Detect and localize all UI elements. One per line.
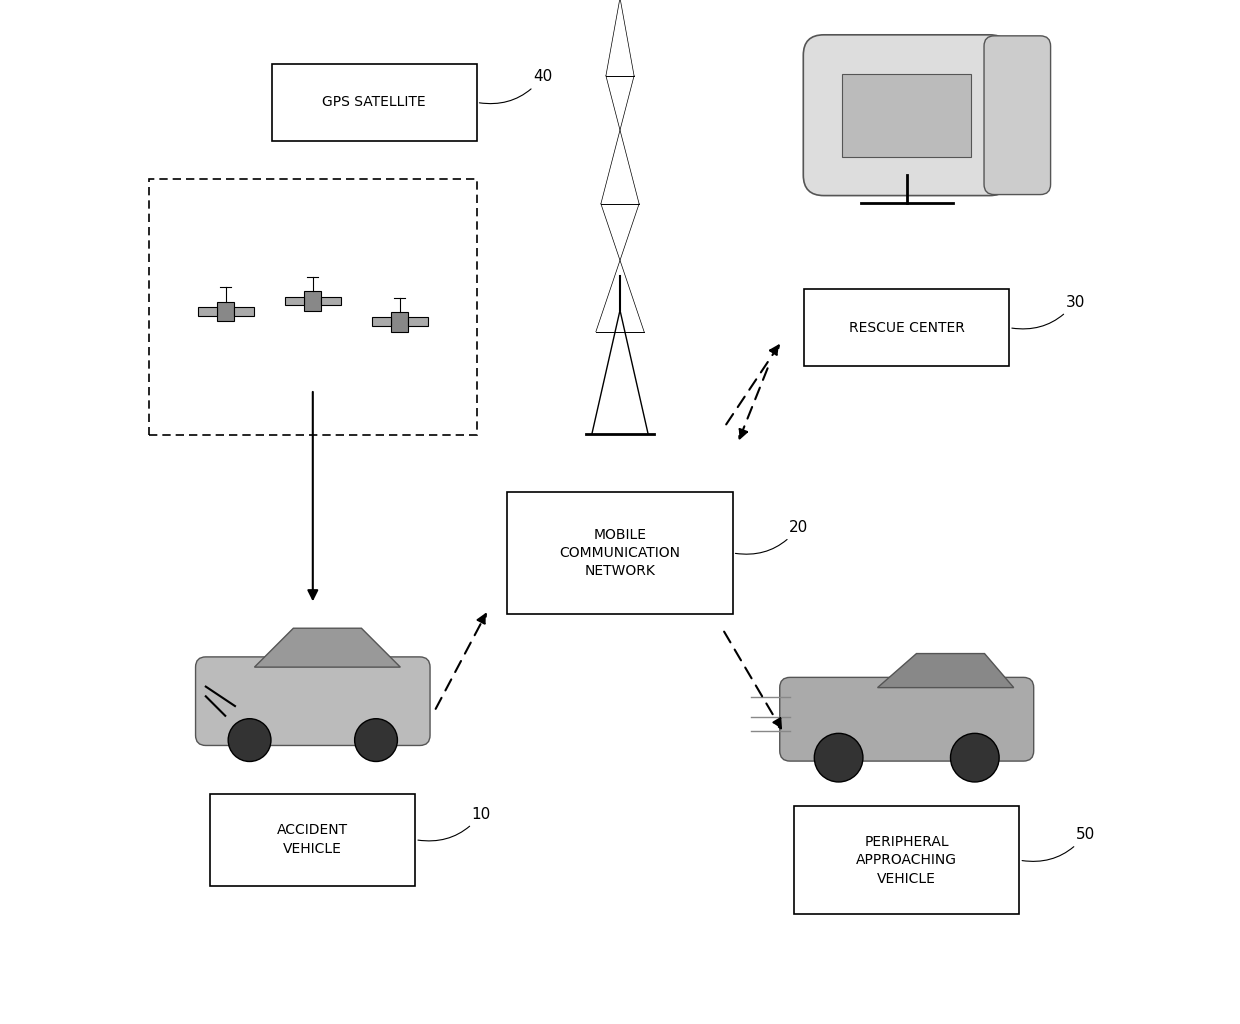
Text: ACCIDENT
VEHICLE: ACCIDENT VEHICLE	[278, 823, 348, 856]
Polygon shape	[254, 628, 401, 668]
FancyBboxPatch shape	[196, 657, 430, 745]
Circle shape	[815, 733, 863, 782]
FancyBboxPatch shape	[272, 63, 476, 140]
Polygon shape	[197, 307, 217, 315]
Circle shape	[228, 719, 272, 762]
FancyBboxPatch shape	[985, 36, 1050, 195]
Polygon shape	[217, 301, 234, 322]
Polygon shape	[321, 297, 341, 305]
FancyBboxPatch shape	[211, 794, 415, 886]
Text: 50: 50	[1022, 827, 1095, 861]
FancyBboxPatch shape	[842, 74, 971, 157]
Text: 40: 40	[480, 70, 552, 103]
Polygon shape	[372, 317, 392, 326]
FancyBboxPatch shape	[794, 807, 1019, 913]
Text: 10: 10	[418, 807, 491, 841]
Text: PERIPHERAL
APPROACHING
VEHICLE: PERIPHERAL APPROACHING VEHICLE	[856, 835, 957, 886]
Text: 20: 20	[735, 520, 808, 554]
Polygon shape	[878, 653, 1014, 688]
Polygon shape	[285, 297, 304, 305]
Text: RESCUE CENTER: RESCUE CENTER	[849, 321, 965, 335]
Text: 30: 30	[1012, 295, 1085, 329]
FancyBboxPatch shape	[780, 678, 1034, 761]
Polygon shape	[408, 317, 428, 326]
Polygon shape	[234, 307, 254, 315]
Text: MOBILE
COMMUNICATION
NETWORK: MOBILE COMMUNICATION NETWORK	[559, 527, 681, 579]
FancyBboxPatch shape	[805, 290, 1009, 367]
FancyBboxPatch shape	[804, 35, 1011, 196]
Circle shape	[951, 733, 999, 782]
FancyBboxPatch shape	[507, 492, 733, 614]
Polygon shape	[392, 311, 408, 332]
Text: GPS SATELLITE: GPS SATELLITE	[322, 95, 427, 110]
Polygon shape	[304, 291, 321, 311]
Circle shape	[355, 719, 398, 762]
